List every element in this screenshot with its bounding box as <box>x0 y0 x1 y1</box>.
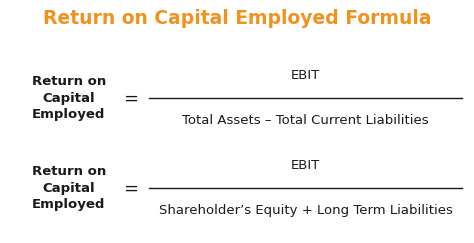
Text: Total Assets – Total Current Liabilities: Total Assets – Total Current Liabilities <box>182 114 429 127</box>
Text: EBIT: EBIT <box>291 159 320 172</box>
Text: Return on Capital Employed Formula: Return on Capital Employed Formula <box>43 9 431 27</box>
Text: =: = <box>123 89 138 107</box>
Text: =: = <box>123 179 138 197</box>
Text: EBIT: EBIT <box>291 69 320 82</box>
Text: Return on
Capital
Employed: Return on Capital Employed <box>32 75 106 122</box>
Text: Return on
Capital
Employed: Return on Capital Employed <box>32 165 106 211</box>
Text: Shareholder’s Equity + Long Term Liabilities: Shareholder’s Equity + Long Term Liabili… <box>159 204 453 217</box>
